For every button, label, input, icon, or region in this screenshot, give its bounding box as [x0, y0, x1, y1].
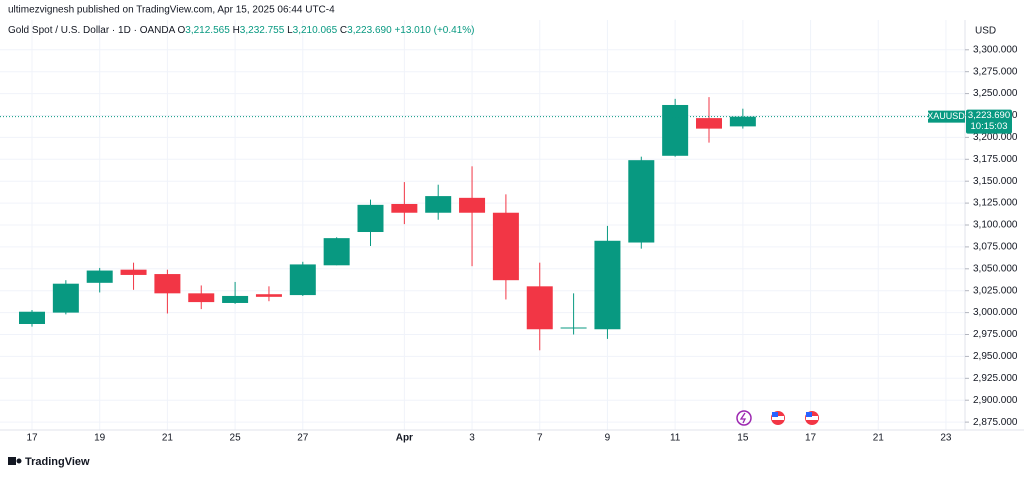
candle-body — [289, 264, 316, 296]
logo — [8, 457, 22, 465]
symbol-label: XAUUSD — [927, 111, 965, 121]
y-tick-label: 3,150.000 — [973, 176, 1018, 187]
legend-value: 3,210.065 — [293, 25, 338, 36]
y-tick-label: 3,075.000 — [973, 242, 1018, 253]
x-tick-label: 11 — [670, 433, 681, 444]
countdown: 10:15:03 — [971, 121, 1008, 132]
candle-body — [86, 270, 113, 283]
candle-body — [425, 196, 452, 213]
currency: USD — [975, 26, 996, 37]
candle-body — [323, 238, 350, 266]
legend: Gold Spot / U.S. Dollar · 1D · OANDA O3,… — [8, 25, 475, 36]
symbol-tag — [928, 110, 965, 123]
candle-body — [255, 294, 282, 297]
candle-body — [52, 283, 79, 313]
candle-body — [188, 293, 215, 303]
candle-body — [357, 204, 384, 233]
y-tick-label: 3,175.000 — [973, 154, 1018, 165]
y-tick-label: 2,900.000 — [973, 395, 1018, 406]
x-tick-label: 17 — [26, 433, 38, 444]
y-tick-label: 2,875.000 — [973, 417, 1018, 428]
legend-title: Gold Spot / U.S. Dollar · 1D · OANDA — [8, 25, 176, 36]
event-icons — [736, 410, 819, 426]
x-tick-label: 19 — [94, 433, 106, 444]
candle-body — [154, 274, 181, 294]
y-tick-label: 3,100.000 — [973, 220, 1018, 231]
y-tick-label: 3,125.000 — [973, 198, 1018, 209]
y-tick-label: 3,250.000 — [973, 88, 1018, 99]
candle-body — [222, 295, 249, 303]
legend-key: O — [178, 25, 186, 36]
y-tick-label: 2,925.000 — [973, 373, 1018, 384]
price-label: 3,223.690 — [968, 110, 1010, 121]
legend-change: +13.010 (+0.41%) — [394, 25, 474, 36]
x-tick-label: 17 — [805, 433, 817, 444]
y-tick-label: 3,000.000 — [973, 307, 1018, 318]
candle-body — [560, 327, 587, 329]
header: ultimezvignesh published on TradingView.… — [8, 5, 335, 16]
y-tick-label: 3,200.000 — [973, 132, 1018, 143]
x-tick-label: 27 — [297, 433, 309, 444]
y-tick-label: 2,975.000 — [973, 329, 1018, 340]
x-tick-label: 7 — [537, 433, 543, 444]
candle-body — [729, 116, 756, 127]
x-tick-label: Apr — [396, 433, 413, 444]
x-tick-label: 15 — [737, 433, 749, 444]
candle-body — [662, 104, 689, 156]
grid — [0, 20, 965, 430]
legend-key: H — [233, 25, 240, 36]
candle-body — [696, 118, 722, 129]
legend-value: 3,232.755 — [240, 25, 285, 36]
price-tag — [966, 109, 1012, 134]
candle-body — [391, 203, 418, 213]
legend-value: 3,223.690 — [347, 25, 392, 36]
candle-body — [19, 311, 45, 324]
footer: TradingView — [25, 456, 90, 468]
y-tick-label: 3,050.000 — [973, 263, 1018, 274]
legend-value: 3,212.565 — [185, 25, 230, 36]
x-tick-label: 9 — [605, 433, 611, 444]
candle-body — [628, 160, 655, 243]
y-tick-label: 3,025.000 — [973, 285, 1018, 296]
x-tick-label: 25 — [230, 433, 242, 444]
candle-body — [492, 212, 519, 281]
y-tick-label: 2,950.000 — [973, 351, 1018, 362]
x-tick-label: 3 — [469, 433, 475, 444]
candle-body — [594, 240, 621, 330]
x-tick-label: 23 — [940, 433, 952, 444]
x-tick-label: 21 — [873, 433, 885, 444]
candle-body — [459, 197, 486, 213]
y-tick-label: 3,300.000 — [973, 44, 1018, 55]
candle-body — [120, 269, 147, 275]
legend-key: C — [340, 25, 347, 36]
y-tick-label: 3,275.000 — [973, 66, 1018, 77]
candle-body — [526, 286, 553, 330]
legend-key: L — [287, 25, 293, 36]
x-tick-label: 21 — [162, 433, 174, 444]
